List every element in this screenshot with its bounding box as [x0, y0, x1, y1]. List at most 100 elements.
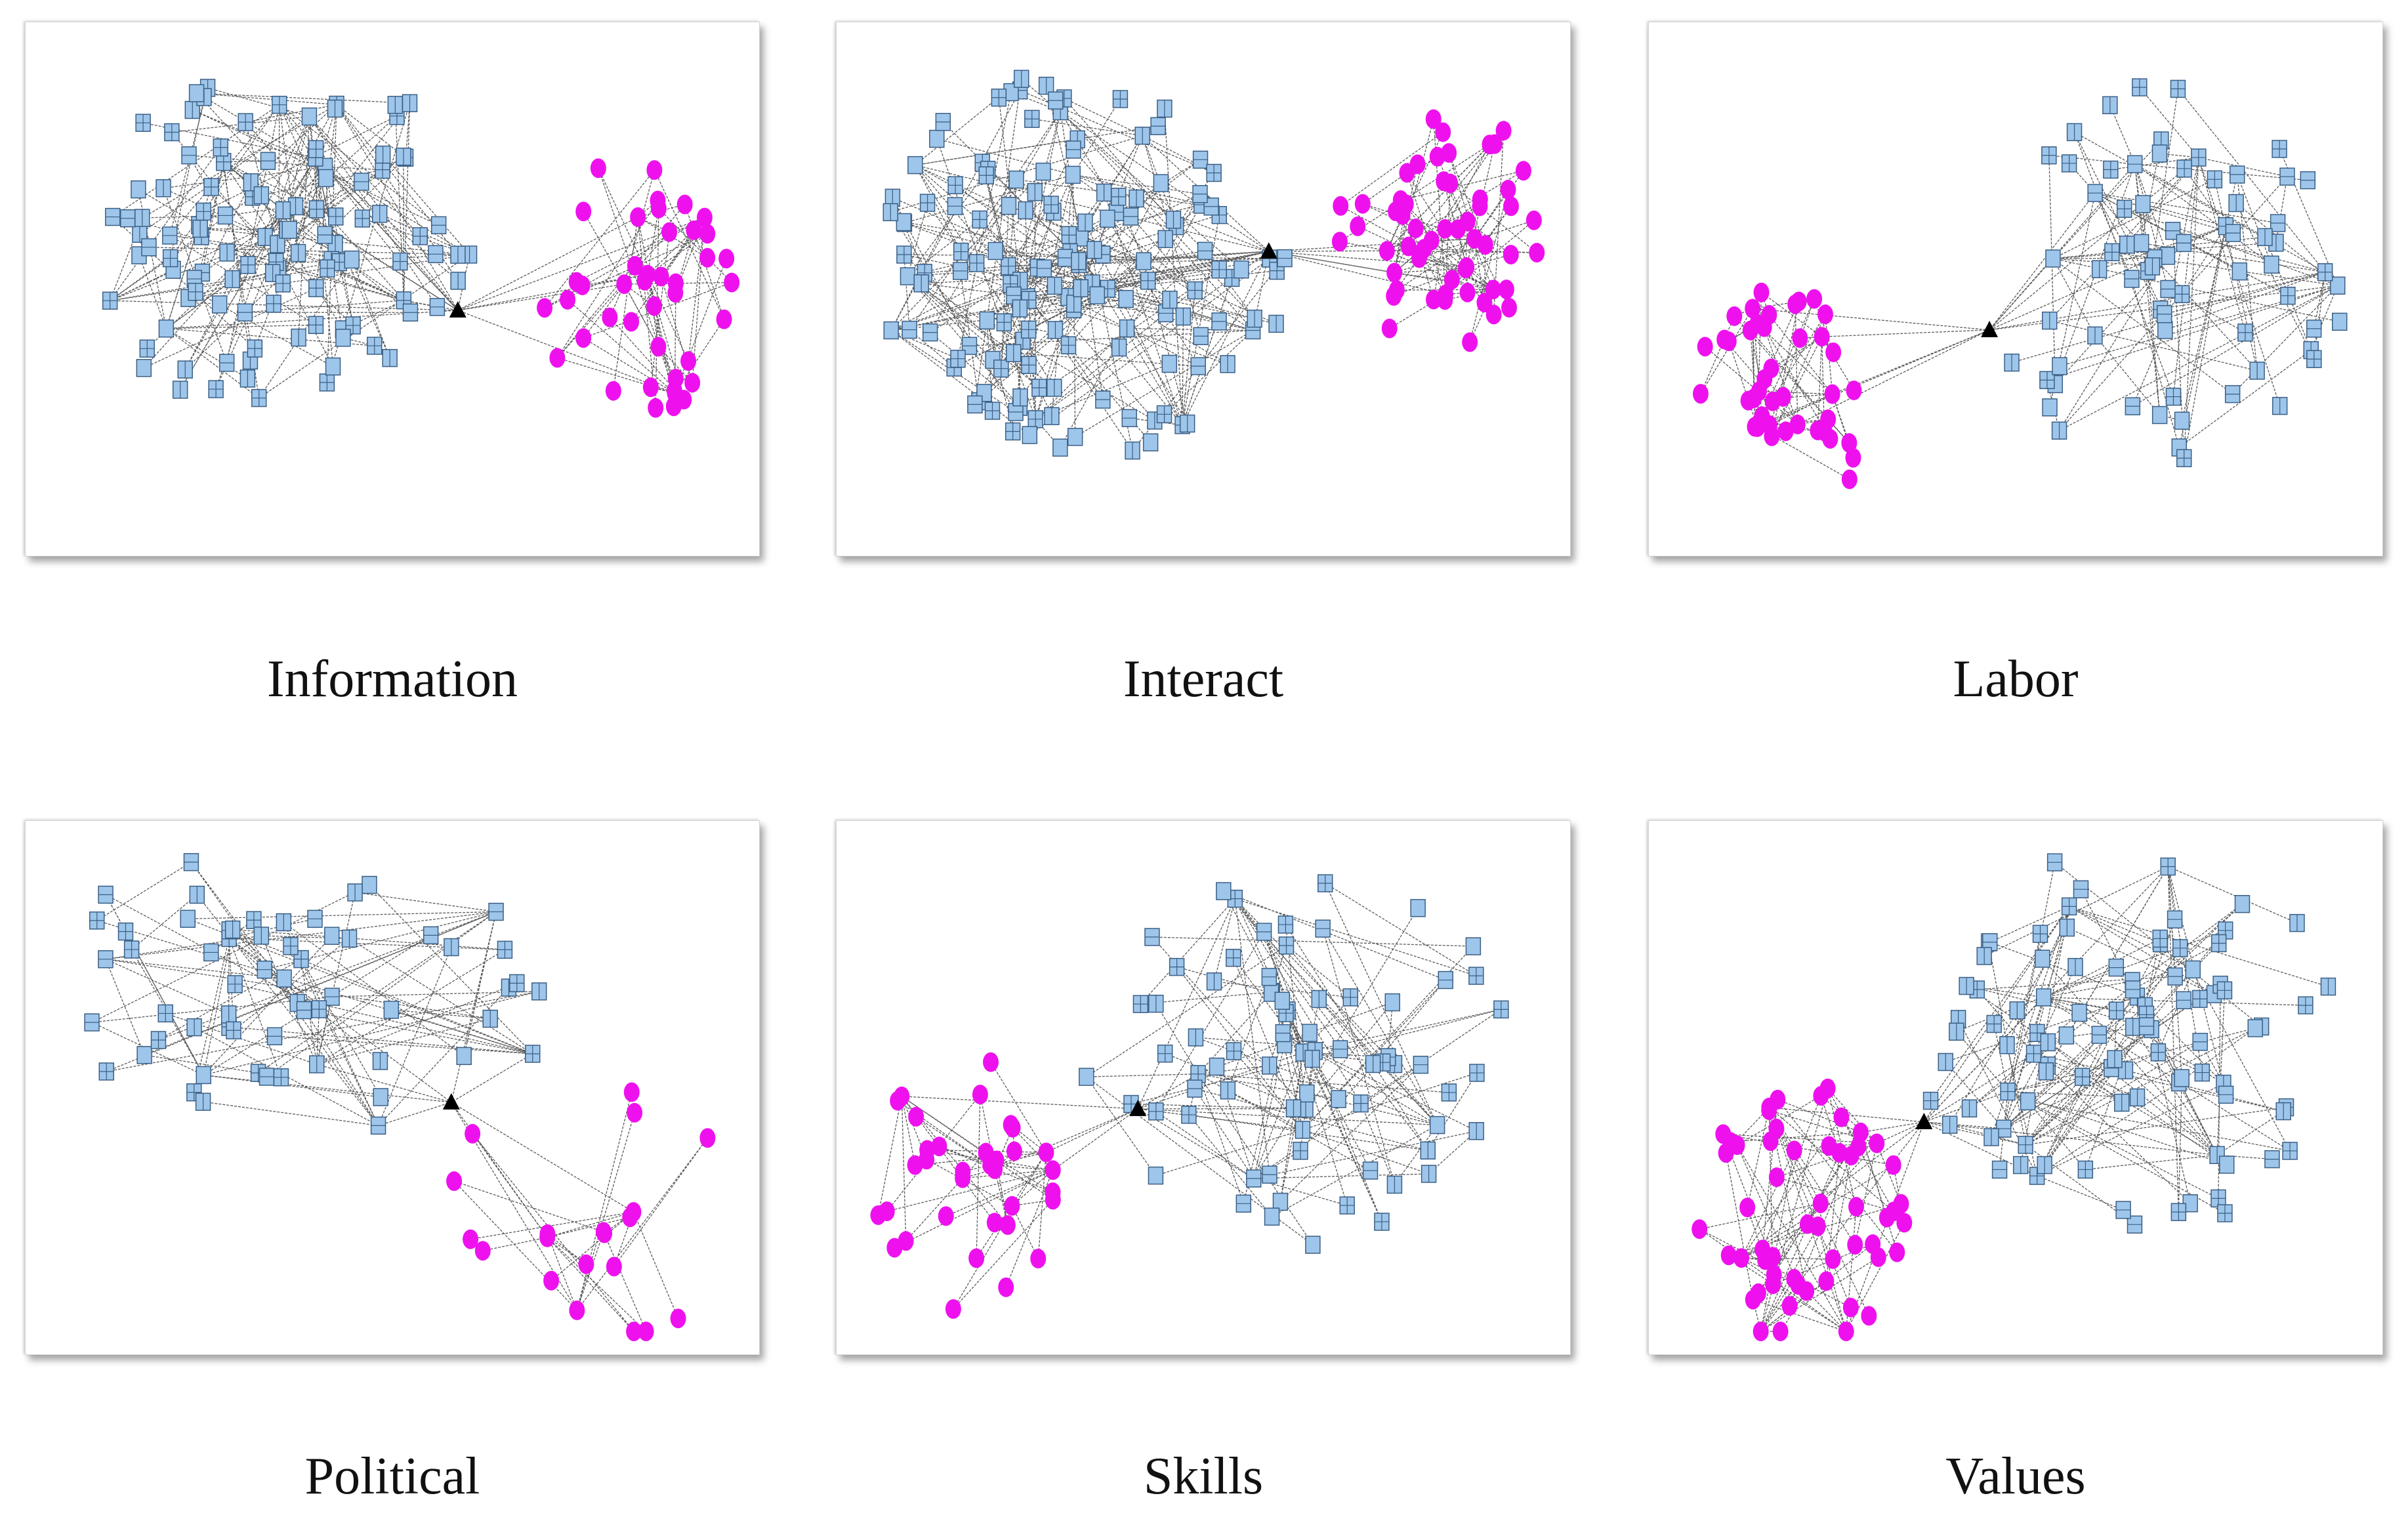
circle-node-icon	[1045, 1190, 1061, 1210]
square-node-icon	[968, 254, 985, 272]
square-node-icon	[2289, 913, 2305, 932]
square-node-icon	[240, 256, 256, 274]
circle-node-icon	[1889, 1242, 1905, 1262]
square-node-icon	[1153, 174, 1169, 192]
square-node-icon	[2129, 1088, 2146, 1107]
circle-node-icon	[1896, 1213, 1913, 1233]
square-node-icon	[203, 943, 219, 962]
square-node-icon	[497, 940, 513, 959]
circle-node-icon	[1833, 1107, 1850, 1127]
circle-nodes	[870, 1052, 1061, 1319]
square-node-icon	[525, 1045, 541, 1063]
circle-node-icon	[1869, 1133, 1885, 1154]
circle-node-icon	[1030, 1249, 1047, 1268]
circle-node-icon	[1821, 1136, 1837, 1156]
circle-node-icon	[676, 194, 693, 215]
circle-node-icon	[1762, 1131, 1779, 1152]
network-panel-information	[25, 22, 760, 556]
square-node-icon	[276, 969, 292, 988]
triangle-hub-icon	[449, 301, 467, 318]
circle-node-icon	[616, 274, 633, 294]
square-node-icon	[2012, 1156, 2029, 1175]
circle-node-icon	[1816, 421, 1833, 442]
square-node-icon	[402, 303, 419, 322]
square-node-icon	[1129, 189, 1144, 208]
square-node-icon	[2174, 285, 2190, 303]
square-node-icon	[2332, 312, 2348, 331]
circle-node-icon	[1333, 196, 1349, 216]
square-node-icon	[260, 152, 276, 171]
square-node-icon	[2073, 880, 2089, 899]
circle-node-icon	[680, 351, 697, 371]
square-node-icon	[1493, 1000, 1509, 1019]
circle-node-icon	[1814, 327, 1830, 347]
square-node-icon	[136, 1046, 152, 1064]
circle-node-icon	[1381, 318, 1398, 339]
square-node-icon	[217, 206, 234, 225]
square-node-icon	[224, 270, 240, 289]
square-node-icon	[2320, 977, 2336, 996]
square-node-icon	[1066, 140, 1081, 159]
square-node-icon	[1190, 357, 1206, 375]
square-node-icon	[2127, 155, 2143, 173]
square-node-icon	[2042, 398, 2058, 417]
square-node-icon	[450, 245, 466, 264]
square-node-icon	[224, 920, 241, 939]
square-node-icon	[1197, 241, 1213, 260]
circle-node-icon	[667, 283, 684, 303]
circle-node-icon	[1692, 384, 1709, 404]
square-node-icon	[1121, 409, 1137, 427]
square-node-icon	[196, 1066, 211, 1085]
circle-node-icon	[605, 381, 621, 401]
square-node-icon	[1022, 426, 1038, 444]
square-node-icon	[2257, 228, 2273, 247]
circle-node-icon	[1503, 245, 1519, 265]
square-node-icon	[2211, 934, 2227, 953]
circle-node-icon	[1692, 1219, 1708, 1240]
square-node-icon	[2051, 421, 2067, 440]
square-node-icon	[488, 902, 504, 921]
square-node-icon	[450, 272, 466, 290]
square-node-icon	[967, 395, 983, 414]
square-node-icon	[1211, 312, 1227, 331]
square-node-icon	[1018, 201, 1033, 220]
square-node-icon	[2218, 1085, 2234, 1104]
square-node-icon	[1065, 165, 1081, 184]
square-node-icon	[123, 940, 140, 959]
square-node-icon	[2272, 140, 2287, 158]
square-node-icon	[84, 1013, 100, 1031]
circle-node-icon	[1416, 239, 1432, 259]
circle-node-icon	[670, 1308, 686, 1329]
square-node-icon	[1014, 70, 1029, 88]
circle-node-icon	[650, 337, 667, 357]
square-node-icon	[1100, 209, 1115, 228]
square-node-icon	[429, 298, 446, 316]
square-node-icon	[1021, 320, 1037, 339]
square-node-icon	[308, 200, 325, 219]
circle-node-icon	[1437, 219, 1453, 239]
square-nodes	[84, 853, 547, 1135]
circle-node-icon	[1462, 332, 1478, 352]
square-node-icon	[1038, 76, 1054, 95]
square-node-icon	[1123, 207, 1139, 226]
circle-nodes	[1692, 1078, 1913, 1342]
square-node-icon	[1024, 110, 1040, 128]
square-node-icon	[1275, 1024, 1291, 1043]
circle-node-icon	[606, 1257, 622, 1277]
square-node-icon	[1150, 117, 1166, 135]
square-node-icon	[1187, 1079, 1203, 1098]
circle-node-icon	[1847, 1235, 1863, 1255]
square-node-icon	[317, 226, 333, 244]
circle-node-icon	[696, 207, 713, 228]
square-node-icon	[1148, 994, 1164, 1013]
square-node-icon	[307, 909, 323, 928]
circle-node-icon	[1819, 1078, 1836, 1098]
square-node-icon	[1922, 1091, 1939, 1110]
square-node-icon	[1169, 957, 1185, 976]
square-node-icon	[1162, 291, 1178, 309]
square-node-icon	[1165, 211, 1182, 229]
circle-node-icon	[653, 266, 669, 287]
square-node-icon	[275, 201, 291, 220]
square-node-icon	[309, 1055, 325, 1073]
square-node-icon	[296, 1001, 312, 1020]
